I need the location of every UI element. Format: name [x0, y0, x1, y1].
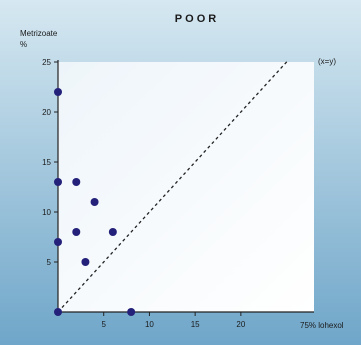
x-tick-label: 15	[191, 320, 200, 329]
data-point	[72, 178, 81, 186]
y-axis-unit: %	[20, 40, 27, 49]
y-axis-ticks: 5 10 15 20 25	[42, 58, 58, 267]
data-point	[108, 228, 117, 236]
data-point	[72, 228, 81, 236]
data-point	[54, 308, 62, 316]
data-point	[81, 258, 90, 266]
y-axis-label: Metrizoate	[20, 29, 58, 38]
data-point	[54, 238, 62, 246]
data-point	[127, 308, 136, 316]
y-tick-label: 20	[42, 108, 51, 117]
x-tick-label: 10	[145, 320, 154, 329]
data-point	[54, 88, 62, 96]
data-point	[90, 198, 99, 206]
data-point	[54, 178, 62, 186]
chart-title: POOR	[175, 13, 219, 25]
x-tick-label: 20	[236, 320, 245, 329]
y-tick-label: 15	[42, 158, 51, 167]
reference-line	[57, 59, 289, 313]
y-tick-label: 5	[47, 258, 52, 267]
data-points	[54, 88, 136, 316]
x-axis-ticks: 5 10 15 20	[101, 312, 246, 329]
x-axis-label: 75% lohexol	[300, 321, 344, 330]
y-tick-label: 25	[42, 58, 51, 67]
y-tick-label: 10	[42, 208, 51, 217]
reference-line-label: (x=y)	[318, 57, 336, 66]
x-tick-label: 5	[101, 320, 106, 329]
plot-area	[58, 62, 314, 312]
